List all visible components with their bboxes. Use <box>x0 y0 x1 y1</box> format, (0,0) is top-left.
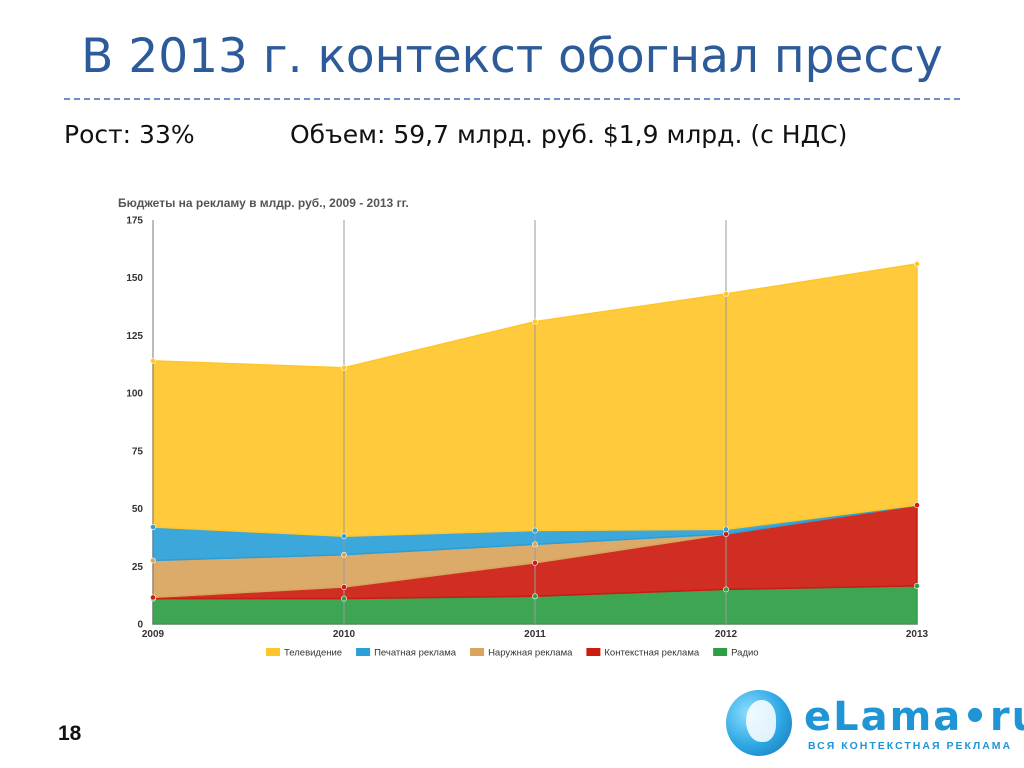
point-series-3-2010 <box>341 533 347 540</box>
point-series-0-2011 <box>532 593 538 600</box>
y-tick-label-50: 50 <box>132 504 144 515</box>
y-tick-label-150: 150 <box>126 273 143 284</box>
chart-title: Бюджеты на рекламу в млдр. руб., 2009 - … <box>118 196 409 210</box>
logo-tagline: ВСЯ КОНТЕКСТНАЯ РЕКЛАМА <box>808 740 1013 752</box>
point-series-1-2010 <box>341 584 347 590</box>
stacked-area-chart: Бюджеты на рекламу в млдр. руб., 2009 - … <box>118 196 929 659</box>
point-series-0-2012 <box>723 586 729 593</box>
page-number: 18 <box>58 722 82 745</box>
y-tick-label-125: 125 <box>126 331 143 342</box>
y-tick-label-25: 25 <box>132 562 144 573</box>
point-series-4-2009 <box>150 357 156 364</box>
point-series-2-2010 <box>341 551 347 558</box>
logo-emblem-icon <box>726 690 792 756</box>
point-series-4-2013 <box>914 260 920 267</box>
x-tick-label-2010: 2010 <box>333 629 356 640</box>
point-series-0-2013 <box>914 583 920 589</box>
legend-label-2: Наружная реклама <box>488 648 573 659</box>
x-tick-label-2009: 2009 <box>142 629 165 640</box>
point-series-1-2013 <box>914 502 920 509</box>
volume-text: Объем: 59,7 млрд. руб. $1,9 млрд. (с НДС… <box>290 120 848 149</box>
point-series-2-2011 <box>532 541 538 548</box>
x-tick-label-2011: 2011 <box>524 629 546 640</box>
point-series-2-2009 <box>150 557 156 564</box>
point-series-4-2010 <box>341 364 347 371</box>
legend-swatch-0 <box>266 648 280 656</box>
x-tick-label-2012: 2012 <box>715 629 738 640</box>
y-tick-label-75: 75 <box>132 446 144 457</box>
point-series-4-2011 <box>532 318 538 325</box>
y-tick-label-175: 175 <box>126 216 143 227</box>
chart-container: Бюджеты на рекламу в млдр. руб., 2009 - … <box>104 180 964 673</box>
legend-label-3: Контекстная реклама <box>604 648 699 659</box>
slide-title: В 2013 г. контекст обогнал прессу <box>81 29 943 84</box>
point-series-1-2009 <box>150 594 156 601</box>
legend-label-4: Радио <box>731 648 758 659</box>
point-series-0-2010 <box>341 595 347 602</box>
legend-label-1: Печатная реклама <box>374 648 457 659</box>
elama-logo: eLama•ru ВСЯ КОНТЕКСТНАЯ РЕКЛАМА <box>724 690 1024 762</box>
growth-text: Рост: 33% <box>64 120 195 149</box>
logo-wordmark: eLama•ru <box>804 694 1024 740</box>
legend-label-0: Телевидение <box>284 648 342 659</box>
title-underline <box>64 98 960 100</box>
legend-swatch-2 <box>470 648 485 656</box>
y-tick-label-0: 0 <box>137 620 143 631</box>
legend-swatch-3 <box>586 648 601 656</box>
legend-swatch-1 <box>356 648 371 656</box>
point-series-4-2012 <box>723 290 729 297</box>
x-tick-label-2013: 2013 <box>906 629 929 640</box>
point-series-1-2011 <box>532 559 538 566</box>
point-series-3-2009 <box>150 524 156 530</box>
legend-swatch-4 <box>713 648 728 656</box>
point-series-3-2012 <box>723 526 729 533</box>
point-series-3-2011 <box>532 527 538 534</box>
y-tick-label-100: 100 <box>126 389 143 400</box>
